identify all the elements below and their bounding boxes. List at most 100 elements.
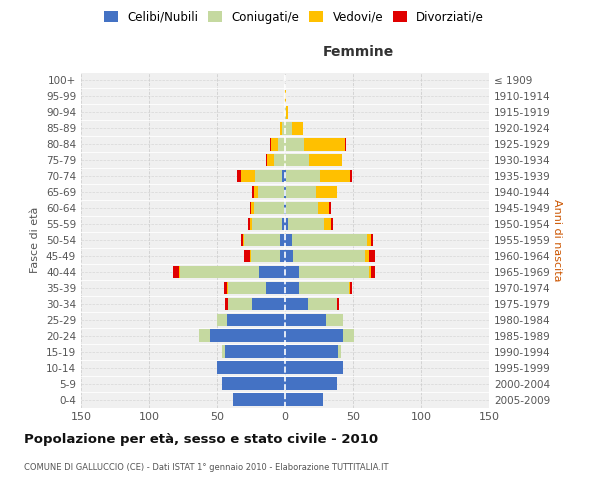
Bar [274,154,285,166]
Bar [350,282,352,294]
Text: COMUNE DI GALLUCCIO (CE) - Dati ISTAT 1° gennaio 2010 - Elaborazione TUTTITALIA.: COMUNE DI GALLUCCIO (CE) - Dati ISTAT 1°… [24,462,389,471]
Bar [228,282,266,294]
Bar [349,282,350,294]
Bar [326,314,343,326]
Bar [286,106,288,118]
Bar [284,202,285,214]
Legend: Celibi/Nubili, Coniugati/e, Vedovi/e, Divorziati/e: Celibi/Nubili, Coniugati/e, Vedovi/e, Di… [99,6,489,28]
Bar [227,282,228,294]
Bar [285,154,310,166]
Bar [180,266,259,278]
Bar [317,202,329,214]
Bar [250,218,253,230]
Bar [371,266,375,278]
Bar [278,138,285,150]
Bar [251,202,254,214]
Bar [254,202,284,214]
Bar [343,330,355,342]
Bar [285,250,293,262]
Bar [284,186,285,198]
Bar [233,394,285,406]
Bar [286,202,317,214]
Bar [345,138,346,150]
Bar [285,266,299,278]
Bar [244,234,280,246]
Bar [255,170,282,182]
Bar [285,330,343,342]
Bar [325,218,331,230]
Bar [285,138,304,150]
Bar [285,298,308,310]
Bar [179,266,180,278]
Bar [308,298,337,310]
Bar [370,250,375,262]
Bar [250,250,251,262]
Bar [285,170,286,182]
Bar [228,298,253,310]
Bar [248,218,250,230]
Y-axis label: Anni di nascita: Anni di nascita [552,198,562,281]
Bar [217,362,285,374]
Bar [173,266,179,278]
Bar [337,298,340,310]
Bar [243,234,244,246]
Bar [282,122,285,134]
Bar [286,170,320,182]
Bar [338,346,341,358]
Bar [241,170,255,182]
Bar [316,186,337,198]
Bar [310,154,342,166]
Bar [367,234,371,246]
Bar [285,394,323,406]
Bar [225,346,285,358]
Bar [285,346,338,358]
Bar [285,282,299,294]
Bar [285,362,343,374]
Text: Femmine: Femmine [323,45,394,59]
Bar [253,218,282,230]
Bar [271,138,278,150]
Bar [223,346,225,358]
Y-axis label: Fasce di età: Fasce di età [31,207,40,273]
Bar [241,234,243,246]
Bar [225,298,228,310]
Bar [331,218,332,230]
Bar [285,314,326,326]
Bar [251,250,280,262]
Bar [288,218,325,230]
Bar [266,154,268,166]
Bar [285,186,286,198]
Bar [244,250,250,262]
Bar [371,234,373,246]
Bar [259,266,285,278]
Bar [253,186,254,198]
Bar [258,186,284,198]
Text: Popolazione per età, sesso e stato civile - 2010: Popolazione per età, sesso e stato civil… [24,432,378,446]
Bar [285,202,286,214]
Bar [292,122,302,134]
Bar [268,154,274,166]
Bar [285,234,292,246]
Bar [299,266,370,278]
Bar [210,330,285,342]
Bar [329,202,331,214]
Bar [270,138,271,150]
Bar [280,250,285,262]
Bar [292,234,367,246]
Bar [285,378,337,390]
Bar [282,218,285,230]
Bar [293,250,365,262]
Bar [266,282,285,294]
Bar [282,170,285,182]
Bar [280,122,282,134]
Bar [199,330,210,342]
Bar [223,378,285,390]
Bar [217,314,227,326]
Bar [285,90,286,102]
Bar [227,314,285,326]
Bar [320,170,350,182]
Bar [285,106,286,118]
Bar [224,282,227,294]
Bar [238,170,241,182]
Bar [285,218,288,230]
